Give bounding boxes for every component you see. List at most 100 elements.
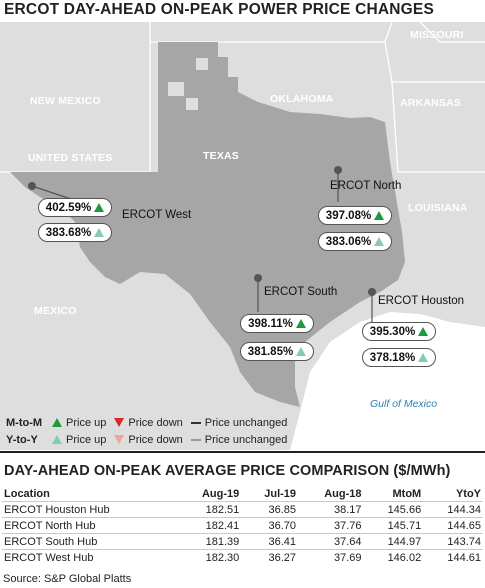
- houston-mtom-value: 395.30%: [369, 325, 416, 338]
- south-mtom-pill: 398.11%: [240, 314, 314, 333]
- legend-down-label: Price down: [128, 433, 183, 446]
- table-cell: 37.69: [298, 549, 364, 565]
- dash-icon: [190, 421, 201, 424]
- page-title: ERCOT DAY-AHEAD ON-PEAK POWER PRICE CHAN…: [4, 1, 435, 18]
- legend-down-label: Price down: [128, 416, 183, 429]
- up-arrow-icon: [418, 327, 429, 336]
- source-note: Source: S&P Global Platts: [3, 573, 132, 585]
- up-arrow-light-icon: [418, 353, 429, 362]
- table-header-row: Location Aug-19 Jul-19 Aug-18 MtoM YtoY: [2, 486, 483, 502]
- south-ytoy-value: 381.85%: [247, 345, 294, 358]
- table-cell: 144.34: [423, 501, 483, 518]
- region-label-new-mexico: NEW MEXICO: [30, 95, 101, 107]
- table-cell: 145.71: [363, 517, 424, 534]
- table-cell: 181.39: [175, 533, 242, 550]
- down-arrow-light-icon: [114, 435, 125, 444]
- legend-up-light: Price up: [52, 434, 106, 446]
- region-label-texas: TEXAS: [203, 150, 240, 162]
- west-mtom-pill: 402.59%: [38, 198, 112, 217]
- map-panel: MISSOURI NEW MEXICO OKLAHOMA ARKANSAS UN…: [0, 22, 485, 450]
- table-cell: 182.41: [175, 517, 242, 534]
- table-title: DAY-AHEAD ON-PEAK AVERAGE PRICE COMPARIS…: [4, 463, 451, 479]
- table-cell: 36.41: [241, 533, 299, 550]
- table-cell: 36.27: [241, 549, 299, 565]
- region-label-united-states: UNITED STATES: [28, 152, 113, 164]
- table-cell: 146.02: [363, 549, 424, 565]
- region-label-missouri: MISSOURI: [410, 29, 464, 41]
- table-cell: 36.85: [241, 501, 299, 518]
- col-header: Aug-18: [324, 487, 362, 500]
- table-cell: 143.74: [423, 533, 483, 550]
- houston-ytoy-pill: 378.18%: [362, 348, 436, 367]
- map-legend: M-to-M Price up Price down Price unchang…: [6, 414, 295, 448]
- table-row: ERCOT Houston Hub 182.51 36.85 38.17 145…: [2, 501, 483, 518]
- table-cell: ERCOT Houston Hub: [2, 501, 176, 518]
- legend-down-light: Price down: [114, 433, 183, 446]
- up-arrow-icon: [374, 211, 385, 220]
- north-ytoy-pill: 383.06%: [318, 232, 392, 251]
- legend-row-mtom: M-to-M Price up Price down Price unchang…: [6, 414, 295, 431]
- up-arrow-icon: [94, 203, 105, 212]
- table-cell: 182.51: [175, 501, 242, 518]
- region-label-mexico: MEXICO: [34, 305, 77, 317]
- table-row: ERCOT West Hub 182.30 36.27 37.69 146.02…: [2, 549, 483, 565]
- north-mtom-pill: 397.08%: [318, 206, 392, 225]
- region-label-arkansas: ARKANSAS: [400, 97, 462, 109]
- table-cell: 144.65: [423, 517, 483, 534]
- hub-label-west: ERCOT West: [122, 209, 192, 221]
- hub-label-north: ERCOT North: [330, 180, 402, 192]
- legend-up-label: Price up: [66, 416, 107, 429]
- legend-up-label: Price up: [66, 433, 107, 446]
- region-label-oklahoma: OKLAHOMA: [270, 93, 334, 105]
- legend-key-mtom: M-to-M: [6, 416, 43, 429]
- south-ytoy-pill: 381.85%: [240, 342, 314, 361]
- region-label-louisiana: LOUISIANA: [408, 202, 468, 214]
- water-label-gulf: Gulf of Mexico: [370, 398, 438, 410]
- up-arrow-light-icon: [94, 228, 105, 237]
- up-arrow-icon: [295, 319, 306, 328]
- table-cell: 37.64: [298, 533, 364, 550]
- legend-unchanged: Price unchanged: [190, 416, 288, 429]
- legend-up: Price up: [52, 417, 106, 429]
- table-row: ERCOT South Hub 181.39 36.41 37.64 144.9…: [2, 533, 483, 550]
- table-cell: 145.66: [363, 501, 424, 518]
- legend-unchanged-label: Price unchanged: [204, 416, 288, 429]
- table-row: ERCOT North Hub 182.41 36.70 37.76 145.7…: [2, 517, 483, 534]
- col-header: Aug-19: [201, 487, 240, 500]
- table-cell: 182.30: [175, 549, 242, 565]
- houston-ytoy-value: 378.18%: [369, 351, 416, 364]
- table-cell: 38.17: [298, 501, 364, 518]
- table-cell: ERCOT South Hub: [2, 533, 176, 550]
- table-cell: 36.70: [241, 517, 299, 534]
- legend-down: Price down: [114, 416, 183, 429]
- table-cell: ERCOT North Hub: [2, 517, 176, 534]
- west-mtom-value: 402.59%: [45, 201, 92, 214]
- down-arrow-icon: [114, 418, 125, 427]
- up-arrow-light-icon: [52, 435, 62, 444]
- up-arrow-icon: [52, 418, 62, 427]
- col-header: Jul-19: [264, 487, 297, 500]
- west-ytoy-pill: 383.68%: [38, 223, 112, 242]
- hub-label-houston: ERCOT Houston: [378, 295, 465, 307]
- dash-light-icon: [190, 438, 201, 441]
- legend-unchanged-light: Price unchanged: [190, 433, 288, 446]
- table-cell: 144.61: [423, 549, 483, 565]
- col-header: Location: [4, 487, 50, 500]
- col-header: MtoM: [392, 487, 422, 500]
- houston-mtom-pill: 395.30%: [362, 322, 436, 341]
- north-ytoy-value: 383.06%: [325, 235, 372, 248]
- table-cell: 37.76: [298, 517, 364, 534]
- legend-row-ytoy: Y-to-Y Price up Price down Price unchang…: [6, 431, 295, 448]
- table-cell: ERCOT West Hub: [2, 549, 176, 565]
- north-mtom-value: 397.08%: [325, 209, 372, 222]
- section-divider: [0, 451, 485, 453]
- price-table: Location Aug-19 Jul-19 Aug-18 MtoM YtoY …: [2, 486, 483, 565]
- col-header: YtoY: [455, 487, 481, 500]
- legend-key-ytoy: Y-to-Y: [6, 433, 38, 446]
- legend-unchanged-label: Price unchanged: [204, 433, 288, 446]
- west-ytoy-value: 383.68%: [45, 226, 92, 239]
- table-cell: 144.97: [363, 533, 424, 550]
- hub-label-south: ERCOT South: [264, 286, 338, 298]
- gulf-water: [290, 312, 485, 450]
- up-arrow-light-icon: [374, 237, 385, 246]
